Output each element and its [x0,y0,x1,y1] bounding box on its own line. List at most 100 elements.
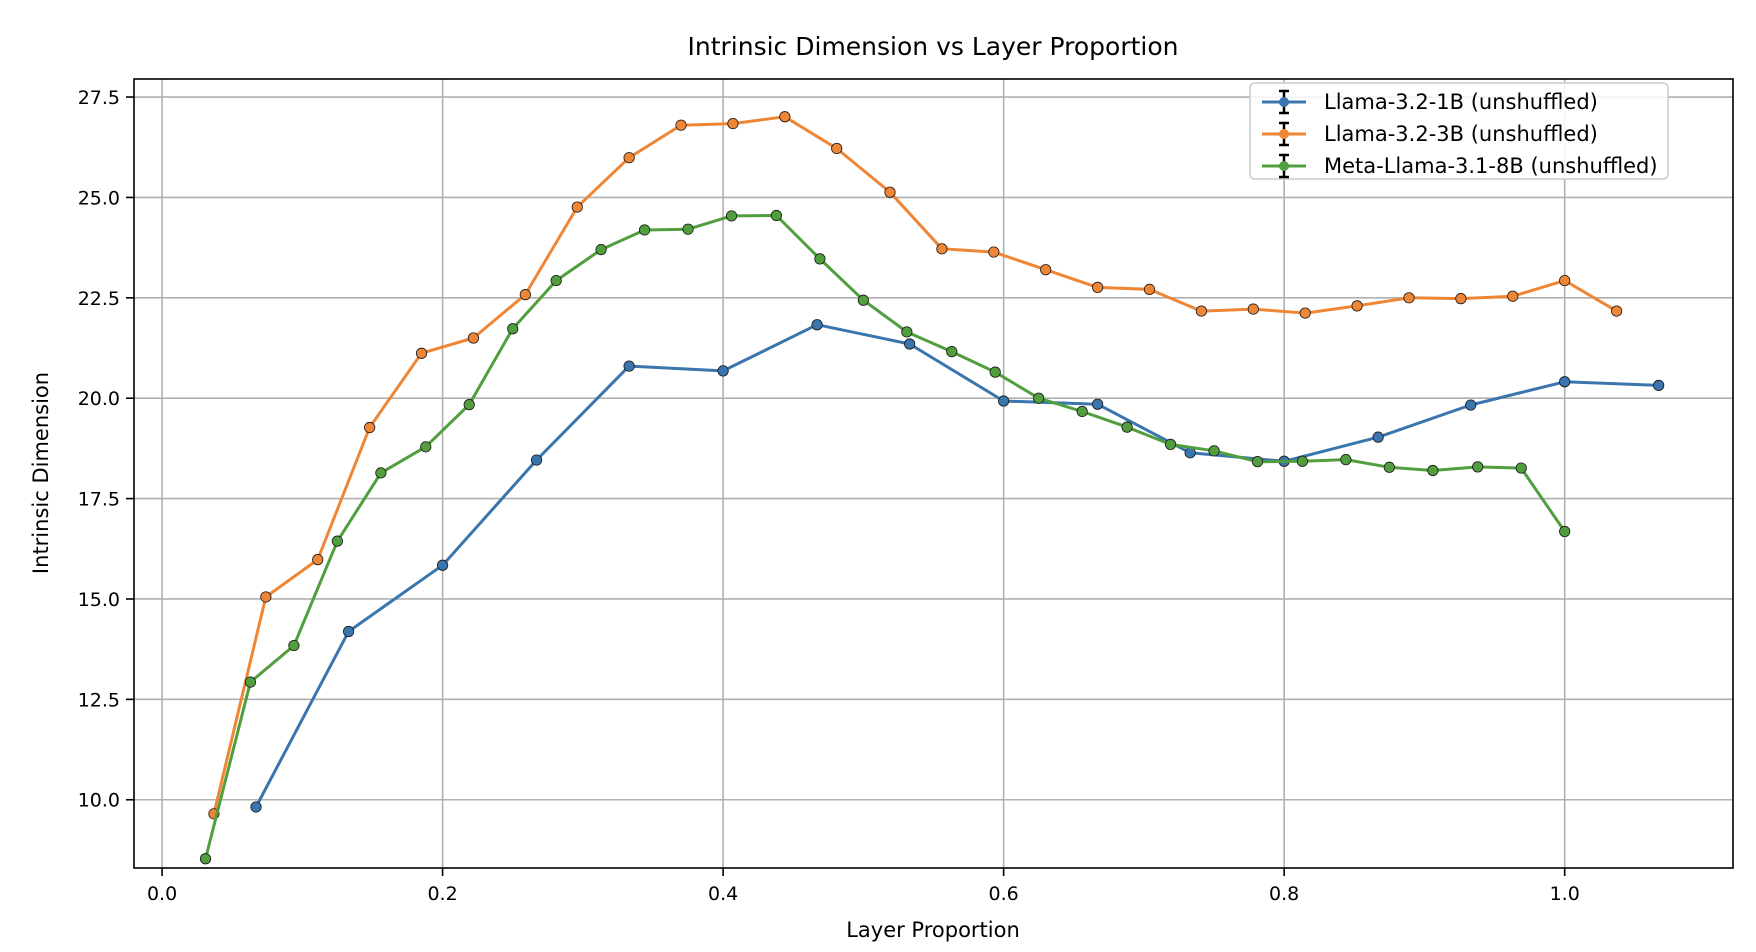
data-point [415,347,428,359]
data-point [682,223,694,235]
data-point [1251,456,1264,468]
data-point [1455,293,1467,305]
data-point [1121,421,1133,433]
data-point [1143,283,1156,295]
data-point [1340,454,1352,466]
data-point [1383,461,1395,473]
data-point [1208,445,1220,457]
data-point [638,224,651,236]
data-point [1372,431,1384,443]
axis-ticks: 0.0 0.2 0.4 0.6 0.8 1.0 10.0 12.5 15.0 17.5 20.0 22… [78,87,1580,905]
x-tick-label: 0.4 [708,883,738,905]
data-point [1092,398,1104,410]
data-point [831,142,843,155]
data-point [1033,392,1045,404]
legend-marker [1279,97,1289,107]
grid [134,79,1733,868]
axes-frame [133,78,1734,869]
data-point [989,366,1001,378]
x-tick-label: 0.2 [427,883,457,905]
data-point [364,421,376,434]
data-point [199,853,212,865]
x-axis-label: Layer Proportion [846,918,1020,942]
y-tick-label: 27.5 [78,87,120,109]
data-point [1507,290,1519,302]
y-tick-label: 22.5 [78,288,120,310]
series-line [204,214,1566,860]
data-point [260,591,272,603]
data-point [244,676,257,688]
data-point [288,639,300,652]
legend-item: Meta-Llama-3.1-8B (unshuffled) [1262,153,1658,179]
x-tick-label: 1.0 [1550,883,1580,905]
data-point [550,274,562,287]
data-point [1427,464,1439,477]
data-point [946,346,958,358]
x-tick-label: 0.0 [147,883,177,905]
data-point [904,338,916,350]
data-point [727,117,739,130]
plot-area [199,111,1665,865]
legend-label: Llama-3.2-1B (unshuffled) [1324,90,1598,114]
data-point [467,332,480,344]
data-point [1559,274,1571,287]
data-point [530,454,543,466]
data-point [988,246,1000,258]
data-point [1195,305,1208,317]
legend-label: Llama-3.2-3B (unshuffled) [1324,122,1598,146]
data-point [1351,300,1363,312]
y-tick-label: 17.5 [78,489,120,511]
x-tick-label: 0.6 [989,883,1019,905]
data-point [1515,462,1527,474]
series-line [212,115,1618,815]
data-point [1296,455,1308,467]
data-point [779,111,791,123]
data-point [519,289,531,301]
y-axis-label: Intrinsic Dimension [29,372,53,574]
data-point [507,323,519,335]
data-point [331,535,343,547]
y-tick-label: 15.0 [78,589,120,611]
legend-label: Meta-Llama-3.1-8B (unshuffled) [1324,154,1658,178]
data-point [675,119,687,131]
data-point [375,467,387,479]
series-3 [199,209,1571,865]
x-tick-label: 0.8 [1269,883,1299,905]
series-1 [250,319,1665,813]
y-tick-label: 20.0 [78,388,120,410]
data-point [1472,461,1484,473]
data-point [936,243,948,255]
y-tick-label: 25.0 [78,187,120,209]
data-point [1559,525,1571,538]
data-point [884,186,896,198]
legend: Llama-3.2-1B (unshuffled) Llama-3.2-3B (u… [1249,82,1669,180]
data-point [1465,399,1477,411]
legend-item: Llama-3.2-1B (unshuffled) [1262,89,1598,115]
legend-marker [1279,161,1289,171]
legend-marker [1279,129,1289,139]
data-point [1559,376,1571,388]
data-point [1076,405,1088,418]
series-2 [208,111,1623,820]
data-point [420,441,432,453]
legend-box [1249,82,1669,180]
data-point [571,201,583,213]
series-line [254,323,1659,808]
data-point [250,801,262,813]
data-point [312,554,324,566]
data-point [1403,292,1415,304]
data-point [811,319,823,331]
chart-title: Intrinsic Dimension vs Layer Proportion [688,32,1179,61]
data-point [436,559,449,571]
data-point [1653,379,1665,391]
data-point [1247,303,1259,315]
data-point [463,399,475,411]
data-point [717,365,729,377]
data-point [343,625,355,638]
data-point [998,395,1010,407]
data-point [814,253,826,265]
data-point [1092,281,1104,293]
data-point [595,244,607,256]
data-point [1164,438,1177,450]
legend-item: Llama-3.2-3B (unshuffled) [1262,121,1598,147]
